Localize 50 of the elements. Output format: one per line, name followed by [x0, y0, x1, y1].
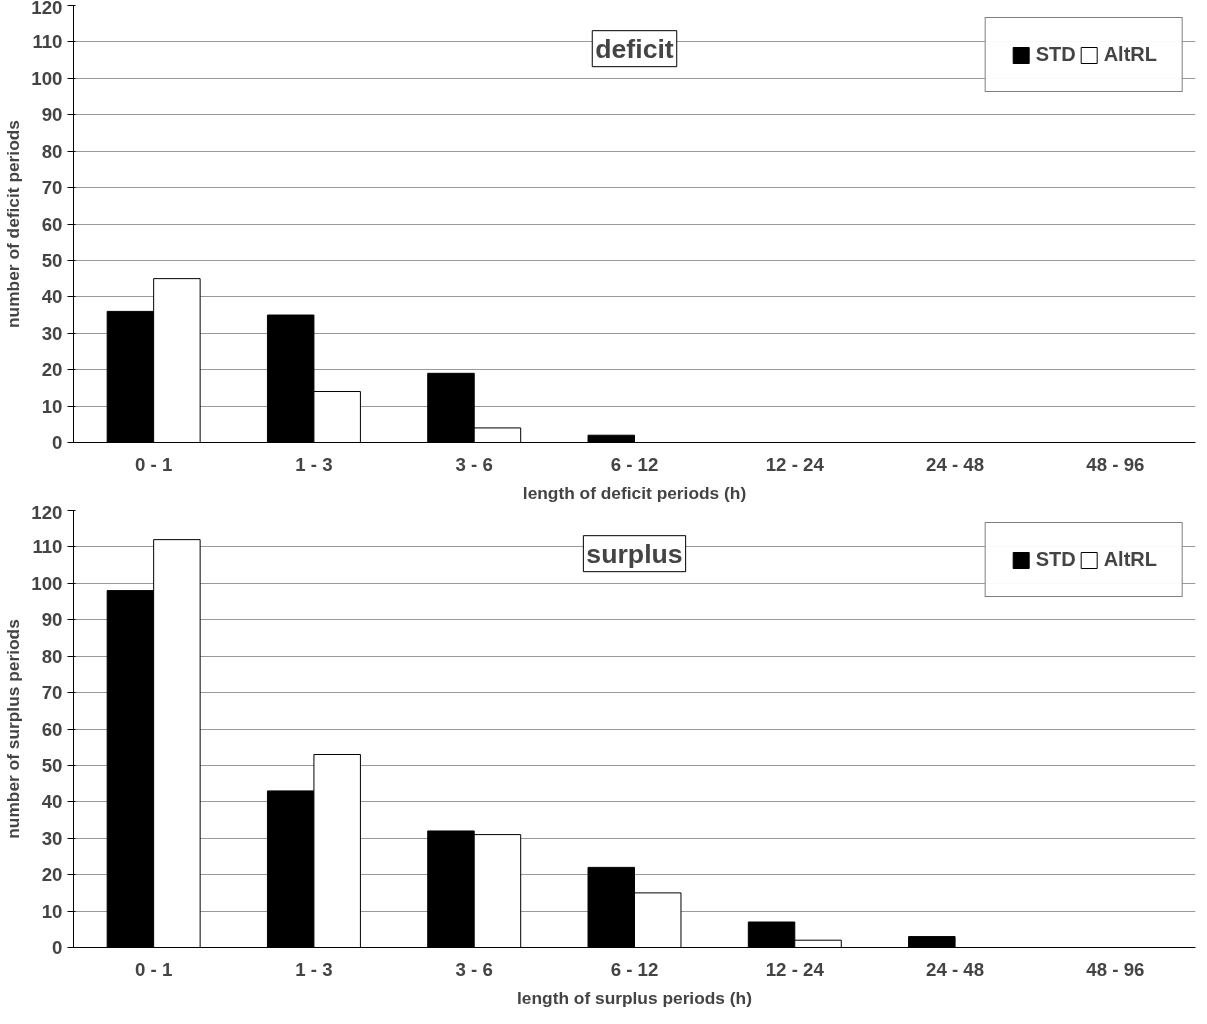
text: surplus	[586, 538, 683, 569]
x-tick-label: 48 - 96	[1086, 958, 1145, 980]
legend-label: AltRL	[1103, 548, 1157, 571]
x-tick-label: 3 - 6	[455, 453, 493, 475]
y-tick-label: 0	[52, 432, 63, 453]
y-tick-label: 60	[41, 213, 63, 235]
y-tick-label: 80	[41, 140, 63, 162]
y-tick-label: 70	[41, 177, 63, 199]
x-tick-label: 3 - 6	[455, 958, 493, 980]
x-axis-title: length of surplus periods (h)	[517, 987, 752, 1008]
y-tick-label: 70	[41, 682, 63, 704]
y-tick-label: 30	[41, 322, 63, 344]
y-tick-label: 120	[31, 501, 63, 523]
x-tick-label: 12 - 24	[765, 453, 825, 475]
y-tick-label: 60	[41, 718, 63, 740]
y-tick-label: 20	[41, 359, 63, 381]
x-tick-label: 1 - 3	[295, 958, 333, 980]
y-tick-label: 0	[52, 937, 63, 958]
y-tick-label: 90	[41, 609, 63, 631]
x-tick-label: 12 - 24	[765, 958, 825, 980]
y-tick-label: 110	[32, 31, 63, 53]
legend-label: STD	[1035, 548, 1076, 571]
legend-label: STD	[1035, 43, 1076, 66]
x-tick-label: 0 - 1	[134, 453, 173, 475]
text: deficit	[595, 33, 674, 64]
y-axis-title: number of deficit periods	[3, 120, 24, 328]
y-tick-label: 100	[31, 67, 63, 89]
y-tick-label: 110	[32, 536, 63, 558]
y-tick-label: 20	[41, 864, 63, 886]
y-tick-label: 90	[41, 104, 63, 126]
x-tick-label: 24 - 48	[926, 958, 985, 980]
x-tick-label: 6 - 12	[610, 958, 659, 980]
y-axis-title: number of surplus periods	[3, 619, 24, 839]
y-tick-label: 80	[41, 645, 63, 667]
y-tick-label: 50	[41, 754, 63, 776]
y-tick-label: 120	[31, 0, 63, 18]
x-tick-label: 0 - 1	[134, 958, 173, 980]
x-tick-label: 24 - 48	[926, 453, 985, 475]
x-tick-label: 1 - 3	[295, 453, 333, 475]
x-tick-label: 6 - 12	[610, 453, 659, 475]
y-tick-label: 100	[31, 572, 63, 594]
y-tick-label: 30	[41, 827, 63, 849]
y-tick-label: 40	[41, 791, 63, 813]
y-tick-label: 40	[41, 286, 63, 308]
y-tick-label: 50	[41, 249, 63, 271]
legend-label: AltRL	[1103, 43, 1157, 66]
x-axis-title: length of deficit periods (h)	[522, 482, 747, 503]
y-tick-label: 10	[41, 900, 63, 922]
y-tick-label: 10	[41, 395, 63, 417]
x-tick-label: 48 - 96	[1086, 453, 1145, 475]
